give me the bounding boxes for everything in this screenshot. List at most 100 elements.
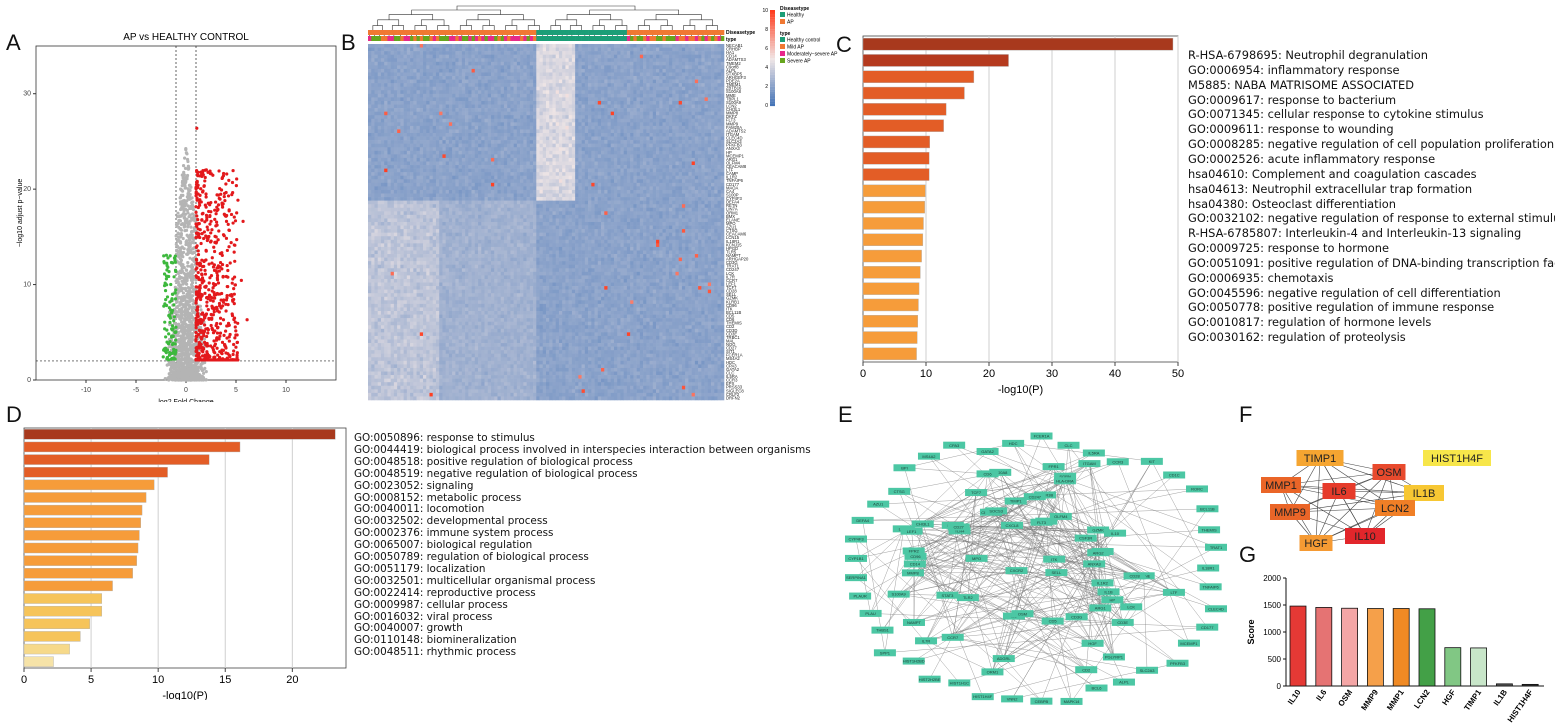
heatmap-cell bbox=[698, 93, 702, 98]
heatmap-cell bbox=[639, 51, 644, 55]
point-up bbox=[204, 213, 209, 217]
annotation-diseasetype bbox=[500, 30, 505, 35]
dendrogram-branch bbox=[388, 14, 434, 20]
heatmap-cell bbox=[555, 47, 560, 52]
heatmap-cell bbox=[656, 51, 660, 55]
point-up bbox=[198, 320, 202, 324]
point-none bbox=[181, 302, 185, 307]
heatmap-cell bbox=[503, 72, 508, 77]
heatmap-cell bbox=[478, 111, 482, 116]
heatmap-cell bbox=[377, 44, 382, 48]
point-up bbox=[207, 288, 211, 292]
heatmap-cell bbox=[390, 54, 395, 59]
heatmap-cell bbox=[393, 61, 398, 66]
heatmap-cell bbox=[429, 47, 434, 52]
heatmap-cell bbox=[681, 47, 686, 52]
heatmap-cell bbox=[685, 58, 689, 63]
heatmap-cell bbox=[390, 65, 395, 70]
heatmap-cell bbox=[435, 83, 440, 88]
annotation-diseasetype bbox=[439, 30, 443, 35]
point-up bbox=[231, 191, 235, 195]
heatmap-cell bbox=[384, 65, 388, 70]
heatmap-cell bbox=[662, 108, 667, 112]
point-none bbox=[184, 329, 189, 333]
heatmap-cell bbox=[665, 51, 670, 55]
point-none bbox=[181, 193, 185, 197]
point-up bbox=[233, 320, 237, 324]
heatmap-cell bbox=[416, 111, 421, 116]
annotation-diseasetype bbox=[649, 30, 654, 35]
heatmap-cell bbox=[626, 65, 631, 70]
heatmap-cell bbox=[636, 118, 641, 123]
heatmap-cell bbox=[581, 97, 586, 102]
heatmap-cell bbox=[397, 97, 401, 102]
point-none bbox=[182, 376, 186, 380]
point-none bbox=[191, 351, 196, 356]
point-none bbox=[187, 358, 191, 362]
annotation-diseasetype bbox=[604, 30, 608, 35]
point-none bbox=[196, 369, 200, 373]
heatmap-cell bbox=[539, 72, 544, 77]
annotation-diseasetype bbox=[672, 30, 676, 35]
heatmap-cell bbox=[507, 72, 511, 77]
point-up bbox=[231, 169, 235, 173]
heatmap-cell bbox=[487, 61, 492, 66]
heatmap-cell bbox=[410, 79, 414, 84]
heatmap-cell bbox=[698, 54, 702, 59]
heatmap-cell bbox=[558, 79, 563, 84]
point-down bbox=[167, 332, 171, 336]
annotation-diseasetype bbox=[617, 30, 621, 35]
point-up bbox=[205, 304, 209, 308]
point-none bbox=[178, 196, 182, 200]
heatmap-cell bbox=[668, 47, 673, 52]
heatmap-cell bbox=[410, 58, 414, 63]
heatmap-cell bbox=[597, 97, 602, 102]
point-up bbox=[233, 219, 238, 223]
heatmap-cell bbox=[487, 51, 492, 55]
heatmap-cell bbox=[503, 90, 508, 95]
heatmap-cell bbox=[591, 86, 595, 91]
heatmap-cell bbox=[649, 97, 654, 102]
heatmap-cell bbox=[685, 47, 689, 52]
heatmap-cell bbox=[539, 83, 544, 88]
point-none bbox=[189, 185, 193, 189]
heatmap-cell bbox=[675, 115, 679, 120]
heatmap-cell bbox=[507, 54, 511, 59]
heatmap-cell bbox=[681, 72, 686, 77]
annotation-type bbox=[584, 36, 589, 41]
heatmap-cell bbox=[584, 111, 589, 116]
point-up bbox=[235, 177, 239, 181]
heatmap-cell bbox=[384, 97, 388, 102]
annotation-type bbox=[384, 36, 388, 41]
heatmap-cell bbox=[688, 65, 692, 70]
heatmap-cell bbox=[377, 118, 382, 123]
heatmap-cell bbox=[636, 47, 641, 52]
heatmap-cell bbox=[649, 115, 654, 120]
heatmap-cell bbox=[374, 58, 379, 63]
heatmap-cell bbox=[630, 90, 634, 95]
heatmap-cell bbox=[403, 58, 408, 63]
heatmap-cell bbox=[448, 79, 453, 84]
heatmap-cell bbox=[390, 122, 395, 127]
heatmap-cell bbox=[455, 68, 459, 73]
heatmap-cell bbox=[714, 61, 718, 66]
heatmap-cell bbox=[387, 122, 391, 127]
point-down bbox=[164, 335, 168, 339]
heatmap-cell bbox=[380, 44, 385, 48]
heatmap-cell bbox=[698, 90, 702, 95]
heatmap-cell bbox=[675, 44, 679, 48]
heatmap-cell bbox=[711, 83, 715, 88]
heatmap-cell bbox=[458, 76, 463, 80]
heatmap-cell bbox=[536, 100, 540, 105]
heatmap-cell bbox=[681, 108, 686, 112]
heatmap-cell bbox=[507, 68, 511, 73]
heatmap-cell bbox=[410, 122, 414, 127]
heatmap-cell bbox=[374, 86, 379, 91]
point-none bbox=[191, 298, 195, 302]
annotation-diseasetype bbox=[691, 30, 696, 35]
heatmap-cell bbox=[681, 79, 686, 84]
heatmap-cell bbox=[478, 76, 482, 80]
heatmap-cell bbox=[481, 83, 485, 88]
heatmap-cell bbox=[613, 47, 618, 52]
point-none bbox=[186, 293, 190, 298]
